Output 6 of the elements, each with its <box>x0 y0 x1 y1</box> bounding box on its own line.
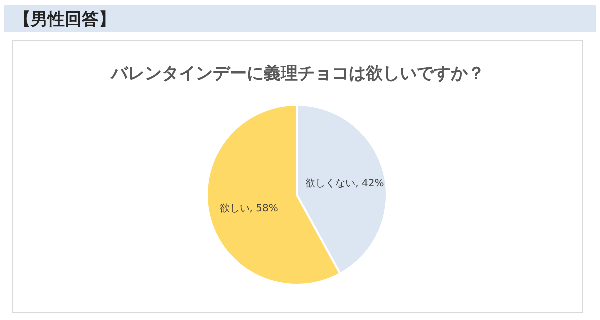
slice-label: 欲しくない <box>306 178 356 190</box>
text: 【男性回答】 <box>14 10 116 30</box>
chart-subtitle: バレンタインデーに義理チョコは欲しいですか？ <box>110 64 485 84</box>
data-label: , 42% <box>356 178 384 190</box>
data-label: , 58% <box>250 203 278 214</box>
slice-label: 欲しい <box>220 203 250 214</box>
